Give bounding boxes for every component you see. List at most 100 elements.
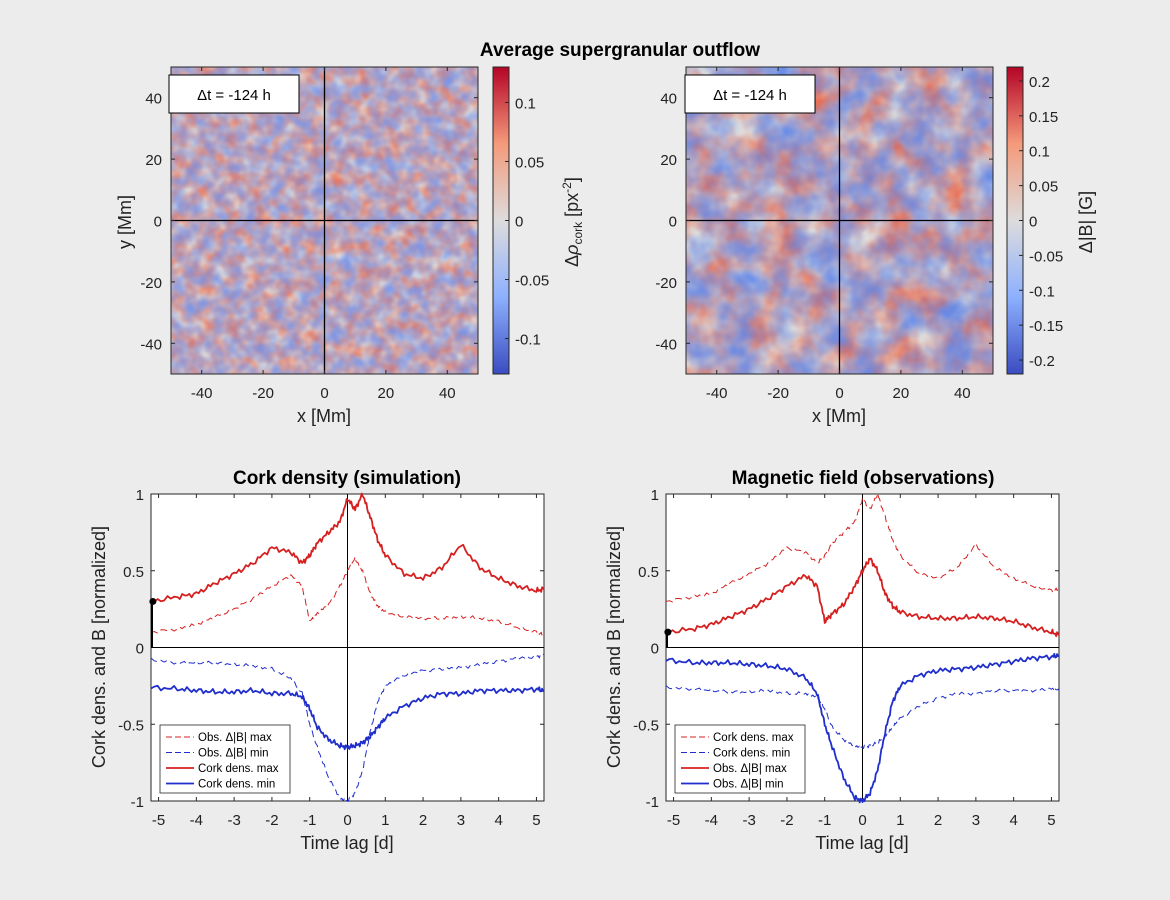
- legend-label: Cork dens. min: [713, 748, 790, 760]
- map-cork-panel: -40 -20 0 20 40 40 20 0 -20 -40 Δt = -124 h x [Mm…: [115, 66, 585, 426]
- map-cork-ylabel: y [Mm]: [115, 195, 135, 249]
- line-xtick-label: 3: [972, 812, 980, 829]
- line-xtick-label: -2: [265, 812, 278, 829]
- line-ytick-label: 0.5: [123, 564, 144, 581]
- map-ytick-label: -20: [140, 275, 162, 292]
- map-cork-time-box: [168, 74, 300, 114]
- map-ytick-label: -40: [140, 336, 162, 353]
- line-xtick-label: 2: [934, 812, 942, 829]
- line-ytick-label: 0.5: [638, 564, 659, 581]
- map-ytick-label: 0: [154, 214, 162, 231]
- line-ytick-label: -0.5: [118, 717, 144, 734]
- line-xtick-label: -4: [705, 812, 718, 829]
- map-cork-axes: -40 -20 0 20 40 40 20 0 -20 -40: [140, 67, 478, 402]
- map-xtick-label: 0: [835, 385, 843, 402]
- line-field-title: Magnetic field (observations): [732, 468, 995, 489]
- line-ytick-label: -1: [646, 794, 659, 811]
- colorbar-tick-label: 0.05: [515, 154, 544, 171]
- series-line: [665, 557, 1060, 638]
- line-xtick-label: -1: [818, 812, 831, 829]
- legend-box: [159, 724, 291, 794]
- map-xtick-label: 20: [378, 385, 395, 402]
- line-cork-panel: Cork density (simulation) -5 -4 -3 -2 -1 0 1 2 3…: [89, 468, 545, 853]
- series-line: [150, 653, 545, 802]
- line-xtick-label: -5: [152, 812, 165, 829]
- series-line: [150, 556, 545, 636]
- line-field-legend: Cork dens. max Cork dens. min Obs. Δ|B| ma…: [674, 724, 806, 794]
- line-xtick-label: 5: [532, 812, 540, 829]
- colorbar-tick-label: -0.1: [1029, 283, 1055, 300]
- map-ytick-label: 20: [145, 152, 162, 169]
- line-ytick-label: -0.5: [633, 717, 659, 734]
- colorbar-tick-label: 0.15: [1029, 109, 1058, 126]
- colorbar-tick-label: 0.2: [1029, 74, 1050, 91]
- line-xtick-label: 5: [1047, 812, 1055, 829]
- map-ytick-label: -40: [655, 336, 677, 353]
- map-field-colorbar-label: Δ|B| [G]: [1076, 191, 1096, 253]
- legend-label: Cork dens. max: [713, 732, 794, 744]
- legend-label: Cork dens. min: [198, 779, 275, 791]
- line-cork-axes: -5 -4 -3 -2 -1 0 1 2 3 4 5 1 0.5 0 -0.5 -1: [118, 487, 544, 829]
- line-xtick-label: 1: [381, 812, 389, 829]
- colorbar-tick-label: -0.05: [515, 273, 549, 290]
- line-ytick-label: 0: [651, 641, 659, 658]
- line-xtick-label: 2: [419, 812, 427, 829]
- map-field-time-label: Δt = -124 h: [713, 87, 787, 104]
- colorbar-tick-label: 0: [1029, 214, 1037, 231]
- legend-label: Obs. Δ|B| min: [713, 779, 784, 791]
- map-xtick-label: -20: [767, 385, 789, 402]
- line-field-series: [664, 492, 1060, 804]
- series-line: [150, 684, 545, 751]
- colorbar-tick-label: 0.1: [1029, 144, 1050, 161]
- map-xtick-label: 40: [954, 385, 971, 402]
- line-xtick-label: -4: [190, 812, 203, 829]
- line-xtick-label: -5: [667, 812, 680, 829]
- series-line: [665, 652, 1060, 804]
- map-xtick-label: -40: [706, 385, 728, 402]
- colorbar-tick-label: 0.05: [1029, 179, 1058, 196]
- legend-label: Obs. Δ|B| max: [198, 732, 272, 744]
- map-field-panel: -40 -20 0 20 40 40 20 0 -20 -40 Δt = -124 h x [Mm…: [655, 66, 1096, 426]
- line-cork-xlabel: Time lag [d]: [300, 833, 393, 853]
- series-line: [665, 492, 1059, 603]
- map-cork-colorbar-ticks: 0.1 0.05 0 -0.05 -0.1: [505, 95, 549, 349]
- map-cork-time-label: Δt = -124 h: [197, 87, 271, 104]
- line-cork-legend: Obs. Δ|B| max Obs. Δ|B| min Cork dens. max…: [159, 724, 291, 794]
- colorbar-tick-label: -0.1: [515, 332, 541, 349]
- colorbar-tick-label: -0.05: [1029, 248, 1063, 265]
- legend-label: Obs. Δ|B| max: [713, 763, 787, 775]
- line-xtick-label: 4: [494, 812, 502, 829]
- map-xtick-label: -20: [252, 385, 274, 402]
- colorbar-tick-label: 0.1: [515, 95, 536, 112]
- line-ytick-label: -1: [131, 794, 144, 811]
- line-field-panel: Magnetic field (observations) -5 -4 -3 -2 -1…: [604, 468, 1060, 853]
- map-field-colorbar-ticks: 0.2 0.15 0.1 0.05 0 -0.05 -0.1 -0.15 -0.2: [1019, 74, 1063, 370]
- legend-label: Obs. Δ|B| min: [198, 748, 269, 760]
- current-time-marker: [149, 597, 157, 605]
- map-field-axes: -40 -20 0 20 40 40 20 0 -20 -40: [655, 67, 993, 402]
- map-ytick-label: 0: [669, 214, 677, 231]
- map-field-time-box: [684, 74, 816, 114]
- colorbar-tick-label: -0.15: [1029, 318, 1063, 335]
- line-field-ylabel: Cork dens. and B [normalized]: [604, 526, 624, 768]
- line-field-xlabel: Time lag [d]: [815, 833, 908, 853]
- colorbar-tick-label: -0.2: [1029, 353, 1055, 370]
- map-ytick-label: -20: [655, 275, 677, 292]
- line-xtick-label: -3: [742, 812, 755, 829]
- map-xtick-label: -40: [191, 385, 213, 402]
- line-ytick-label: 1: [651, 487, 659, 504]
- line-xtick-label: 0: [343, 812, 351, 829]
- legend-box: [674, 724, 806, 794]
- line-xtick-label: -1: [303, 812, 316, 829]
- series-line: [665, 685, 1060, 749]
- line-xtick-label: 0: [858, 812, 866, 829]
- map-xtick-label: 20: [893, 385, 910, 402]
- line-xtick-label: -2: [780, 812, 793, 829]
- map-cork-colorbar-label: Δρcork [px-2]: [560, 177, 585, 267]
- map-cork-xlabel: x [Mm]: [297, 406, 351, 426]
- map-ytick-label: 40: [145, 91, 162, 108]
- line-ytick-label: 1: [136, 487, 144, 504]
- line-xtick-label: 3: [457, 812, 465, 829]
- map-ytick-label: 20: [660, 152, 677, 169]
